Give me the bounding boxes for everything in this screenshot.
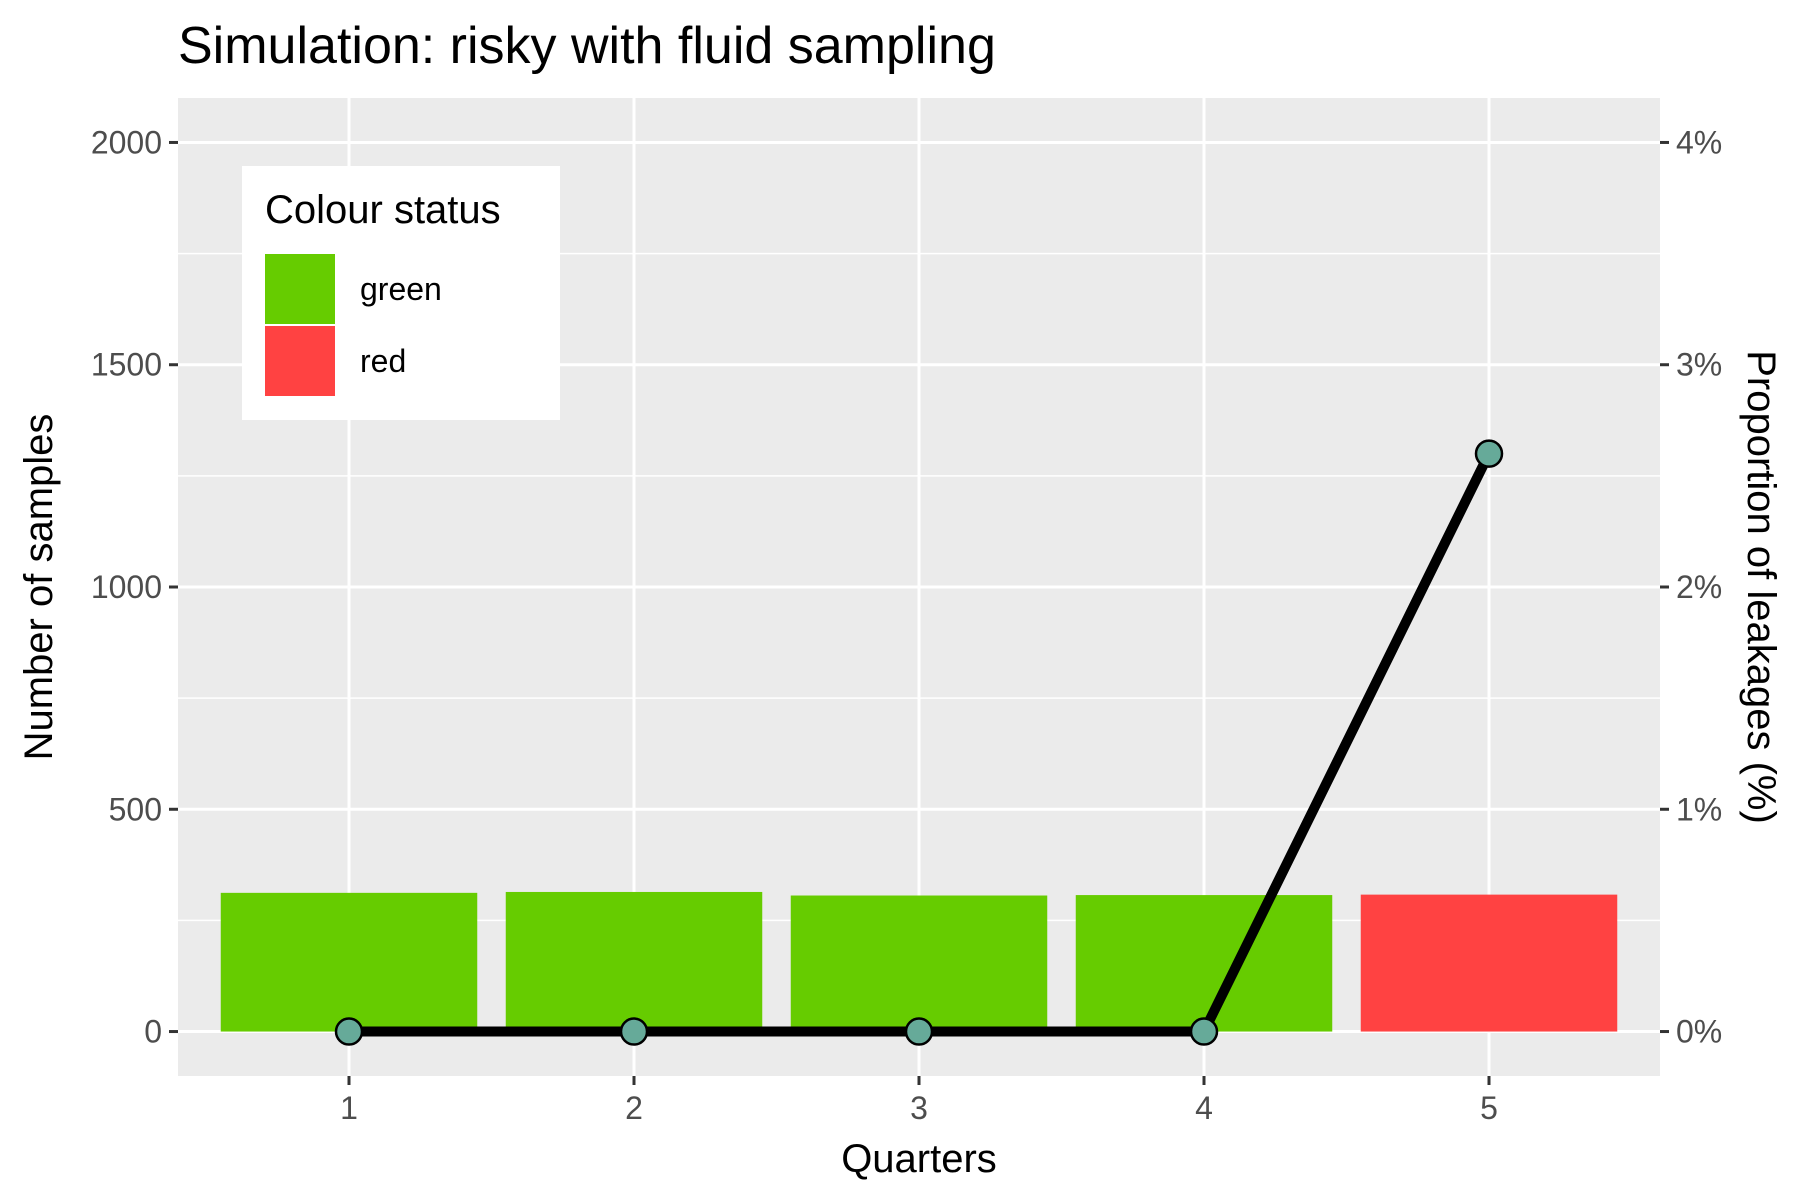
leakage-point-quarter-1 — [334, 1017, 364, 1046]
legend-label-green: green — [360, 271, 442, 307]
y2-axis-title: Proportion of leakages (%) — [1739, 350, 1783, 824]
bar-quarter-3 — [790, 895, 1048, 1032]
y-tick-label: 500 — [109, 791, 162, 827]
legend-key-green — [265, 254, 335, 324]
y2-tick-label: 4% — [1676, 124, 1722, 160]
legend-label-red: red — [360, 343, 406, 379]
chart-title: Simulation: risky with fluid sampling — [178, 17, 996, 75]
y-tick-label: 0 — [144, 1014, 162, 1050]
bar-layer — [220, 891, 1618, 1032]
legend-title: Colour status — [265, 188, 501, 232]
x-tick-label: 5 — [1480, 1090, 1498, 1126]
x-tick-label: 1 — [340, 1090, 358, 1126]
bar-quarter-5 — [1360, 894, 1618, 1032]
leakage-point-quarter-2 — [619, 1017, 649, 1046]
legend: Colour status green red — [242, 166, 560, 420]
y2-tick-label: 3% — [1676, 347, 1722, 383]
bar-quarter-2 — [505, 891, 763, 1032]
bar-quarter-1 — [220, 892, 478, 1032]
leakage-point-quarter-5 — [1474, 439, 1504, 468]
y-tick-label: 1000 — [91, 569, 162, 605]
x-tick-label: 4 — [1195, 1090, 1213, 1126]
y2-tick-label: 2% — [1676, 569, 1722, 605]
leakage-point-quarter-3 — [904, 1017, 934, 1046]
y-axis-title: Number of samples — [17, 414, 61, 761]
y-tick-label: 2000 — [91, 124, 162, 160]
y-tick-label: 1500 — [91, 347, 162, 383]
x-axis-title: Quarters — [841, 1137, 997, 1181]
x-tick-label: 2 — [625, 1090, 643, 1126]
y2-tick-label: 0% — [1676, 1014, 1722, 1050]
leakage-point-quarter-4 — [1189, 1017, 1219, 1046]
axes: 0 500 1000 1500 2000 0% 1% 2% 3% 4% 1 2 3 4 5 — [91, 124, 1722, 1126]
bar-quarter-4 — [1075, 895, 1333, 1032]
line-layer — [334, 439, 1504, 1046]
y2-tick-label: 1% — [1676, 791, 1722, 827]
x-tick-label: 3 — [910, 1090, 928, 1126]
legend-key-red — [265, 326, 335, 396]
